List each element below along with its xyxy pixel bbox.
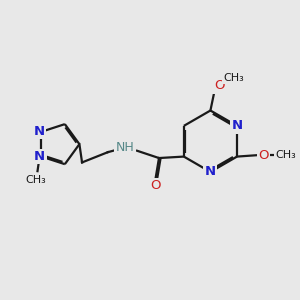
Text: CH₃: CH₃ bbox=[224, 73, 244, 83]
Text: N: N bbox=[33, 125, 44, 138]
Text: O: O bbox=[258, 148, 268, 162]
Text: CH₃: CH₃ bbox=[275, 150, 296, 160]
Text: N: N bbox=[232, 119, 243, 132]
Text: N: N bbox=[34, 150, 45, 163]
Text: O: O bbox=[214, 80, 224, 92]
Text: N: N bbox=[205, 165, 216, 178]
Text: CH₃: CH₃ bbox=[26, 175, 46, 185]
Text: O: O bbox=[150, 179, 161, 192]
Text: NH: NH bbox=[116, 141, 134, 154]
